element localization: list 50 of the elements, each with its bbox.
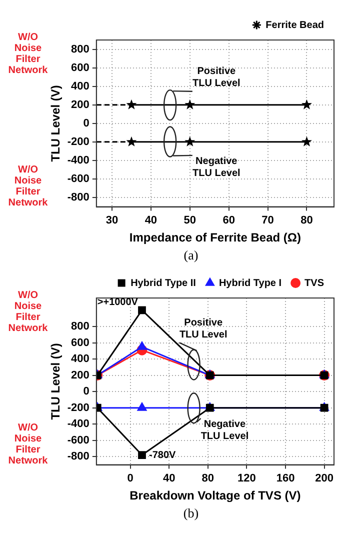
- x-tick-label: 50: [184, 214, 196, 226]
- x-tick-label: 0: [127, 472, 134, 484]
- x-tick-label: 60: [222, 214, 235, 226]
- y-tick-label: -800: [67, 450, 90, 463]
- x-tick-label: 70: [262, 214, 274, 226]
- y-axis-title: TLU Level (V): [48, 343, 63, 420]
- y-tick-label: -400: [67, 418, 90, 430]
- x-tick-label: 200: [315, 472, 334, 484]
- x-tick-label: 40: [163, 472, 176, 484]
- y-tick-label: -400: [67, 154, 90, 166]
- data-label: >+1000V: [97, 296, 138, 308]
- y-tick-label: -600: [67, 434, 90, 446]
- y-tick-label: 400: [71, 353, 90, 366]
- legend-label: Hybrid Type I: [218, 278, 282, 289]
- y-tick-label: 200: [71, 98, 90, 111]
- y-tick-label: 600: [71, 336, 90, 349]
- legend-label: Ferrite Bead: [266, 20, 324, 31]
- legend-label: Hybrid Type II: [130, 278, 196, 289]
- data-label: -780V: [148, 450, 176, 461]
- x-tick-label: 120: [238, 472, 256, 484]
- y-tick-label: 400: [71, 80, 90, 92]
- text: W/O Noise Filter Network: [8, 290, 48, 334]
- annotation: Positive TLU Level: [192, 66, 241, 90]
- y-axis-title: TLU Level (V): [48, 85, 63, 162]
- y-tick-label: -200: [67, 136, 90, 148]
- legend-label: TVS: [304, 278, 324, 289]
- text: W/O Noise Filter Network: [8, 32, 48, 76]
- y-tick-label: 200: [71, 369, 90, 382]
- x-axis-title: Breakdown Voltage of TVS (V): [130, 488, 301, 503]
- x-axis-title: Impedance of Ferrite Bead (Ω): [129, 230, 302, 245]
- x-tick-label: 40: [144, 214, 158, 226]
- annotation: Negative TLU Level: [192, 156, 241, 180]
- text: (b): [183, 506, 199, 521]
- y-tick-label: 0: [83, 386, 90, 398]
- y-tick-label: -200: [67, 402, 90, 414]
- x-tick-label: 30: [106, 214, 118, 226]
- text: (a): [184, 248, 198, 263]
- text: W/O Noise Filter Network: [8, 164, 48, 209]
- x-tick-label: 80: [202, 472, 214, 484]
- annotation: Negative TLU Level: [200, 419, 249, 442]
- y-tick-label: -600: [67, 173, 90, 186]
- text: W/O Noise Filter Network: [8, 422, 48, 467]
- x-tick-label: 160: [276, 472, 295, 484]
- y-tick-label: -800: [67, 192, 90, 204]
- y-tick-label: 600: [71, 62, 90, 74]
- y-tick-label: 800: [71, 320, 90, 333]
- x-tick-label: 80: [300, 214, 313, 226]
- annotation: Positive TLU Level: [179, 317, 228, 340]
- y-tick-label: 0: [83, 117, 90, 130]
- y-tick-label: 800: [71, 43, 90, 56]
